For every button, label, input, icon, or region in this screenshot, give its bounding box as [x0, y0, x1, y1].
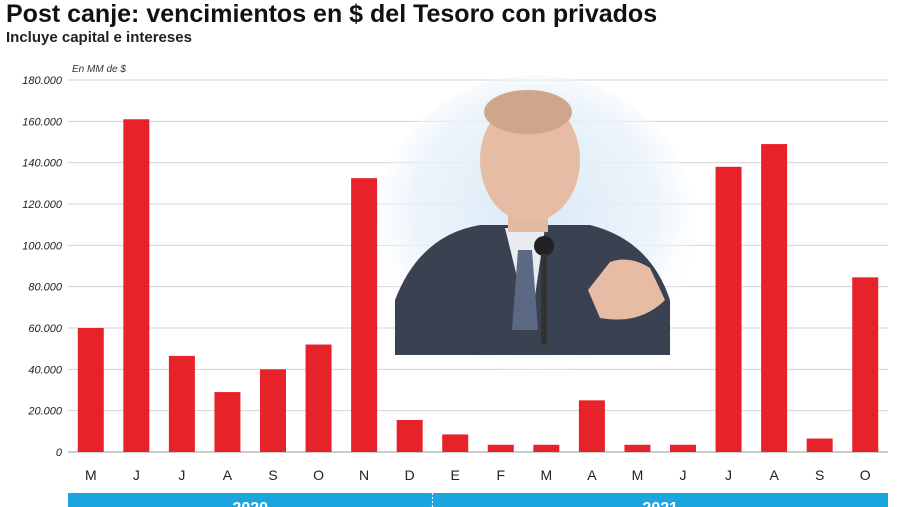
x-tick-label: A	[587, 467, 597, 483]
x-tick-label: J	[725, 467, 732, 483]
year-band-segment	[432, 493, 888, 507]
y-tick-label: 180.000	[22, 75, 63, 87]
bar	[761, 144, 788, 453]
y-axis-tick-labels: 0 20.000 40.000 60.000 80.000 100.000 120.000 1…	[22, 75, 63, 459]
y-tick-label: 140.000	[22, 158, 63, 170]
bars	[77, 119, 879, 453]
bar	[624, 444, 651, 452]
bar	[487, 444, 514, 452]
bar	[168, 355, 195, 452]
year-label: 2020	[232, 500, 268, 507]
y-tick-label: 160.000	[22, 116, 63, 128]
x-tick-label: M	[632, 467, 644, 483]
bar	[442, 434, 469, 452]
bar	[806, 438, 833, 452]
bar	[578, 400, 605, 452]
x-tick-label: N	[359, 467, 369, 483]
bar	[77, 328, 104, 452]
year-label: 2021	[642, 500, 678, 507]
x-tick-label: E	[451, 467, 460, 483]
minister-photo	[375, 75, 695, 375]
bar	[715, 166, 742, 453]
bar	[260, 369, 286, 452]
chart-title: Post canje: vencimientos en $ del Tesoro…	[6, 0, 658, 28]
y-tick-label: 0	[56, 447, 63, 459]
x-tick-label: O	[860, 467, 871, 483]
bar	[123, 119, 150, 453]
bar	[852, 277, 879, 452]
y-tick-label: 100.000	[22, 240, 63, 252]
x-tick-label: O	[313, 467, 324, 483]
x-tick-label: A	[769, 467, 779, 483]
x-tick-label: M	[540, 467, 552, 483]
year-band: 2020 2021	[68, 493, 888, 507]
x-tick-label: S	[268, 467, 277, 483]
y-tick-label: 60.000	[28, 323, 63, 335]
y-tick-label: 40.000	[28, 364, 63, 376]
bar	[396, 419, 423, 452]
x-tick-label: D	[405, 467, 415, 483]
bar	[214, 392, 241, 452]
x-tick-label: S	[815, 467, 824, 483]
bar	[351, 178, 378, 452]
x-tick-label: M	[85, 467, 97, 483]
year-band-segment	[68, 493, 433, 507]
y-tick-label: 120.000	[22, 199, 63, 211]
y-tick-label: 20.000	[27, 406, 63, 418]
chart-subtitle: Incluye capital e intereses	[6, 29, 192, 46]
x-tick-label: A	[223, 467, 233, 483]
x-tick-label: J	[178, 467, 185, 483]
x-tick-label: F	[496, 467, 505, 483]
bar	[670, 444, 696, 452]
x-tick-label: J	[133, 467, 140, 483]
bar	[305, 344, 332, 452]
y-tick-label: 80.000	[28, 282, 63, 294]
bar	[533, 444, 560, 452]
x-tick-label: J	[680, 467, 687, 483]
unit-label: En MM de $	[72, 64, 126, 75]
